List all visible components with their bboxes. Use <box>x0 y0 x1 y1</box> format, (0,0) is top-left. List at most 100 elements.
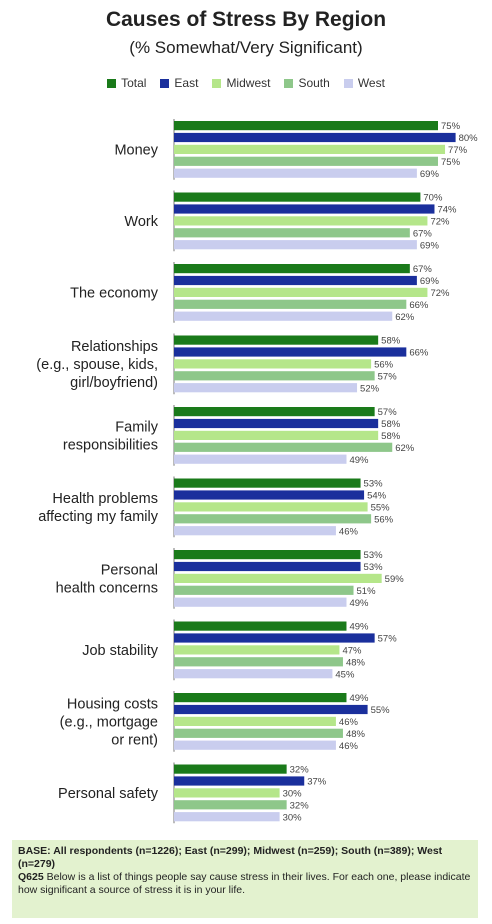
value-label: 46% <box>339 717 359 728</box>
value-label: 69% <box>420 240 440 251</box>
bar-south <box>174 728 343 738</box>
value-label: 66% <box>409 300 429 311</box>
value-label: 46% <box>339 526 359 537</box>
legend-item-midwest: Midwest <box>212 76 270 90</box>
value-label: 53% <box>364 562 384 573</box>
value-label: 59% <box>385 574 405 585</box>
value-label: 45% <box>335 669 355 680</box>
category-label: Work <box>124 214 158 230</box>
bar-midwest <box>174 359 372 369</box>
bar-midwest <box>174 216 428 226</box>
category-label-line: (e.g., mortgage <box>60 714 158 730</box>
bar-east <box>174 776 305 786</box>
footnote-question: Q625 Below is a list of things people sa… <box>18 871 472 897</box>
category-label: Health problems affecting my family <box>38 491 159 525</box>
legend-label-total: Total <box>121 76 147 90</box>
value-label: 72% <box>430 288 450 299</box>
bar-total <box>174 407 375 417</box>
value-label: 58% <box>381 419 401 430</box>
bar-midwest <box>174 716 336 726</box>
bar-east <box>174 347 407 357</box>
legend-item-total: Total <box>107 76 146 90</box>
category-label-line: health concerns <box>56 580 158 596</box>
category-label: Job stability <box>82 643 159 659</box>
category-label-line: girl/boyfriend) <box>70 375 158 391</box>
bar-south <box>174 228 410 238</box>
bar-west <box>174 311 393 321</box>
bar-south <box>174 299 407 309</box>
category-label-line: Money <box>114 142 158 158</box>
bar-total <box>174 621 347 631</box>
value-label: 75% <box>441 121 461 132</box>
category-label-line: The economy <box>70 285 159 301</box>
footnote-question-id: Q625 <box>18 871 44 883</box>
value-label: 53% <box>364 479 384 490</box>
category-label: Personal safety <box>58 786 159 802</box>
bar-west <box>174 597 347 607</box>
bar-total <box>174 550 361 560</box>
bar-total <box>174 192 421 202</box>
legend-label-midwest: Midwest <box>226 76 271 90</box>
bar-west <box>174 812 280 822</box>
category-label: Relationships (e.g., spouse, kids, girl/bo… <box>36 339 158 391</box>
value-label: 48% <box>346 657 366 668</box>
value-label: 80% <box>459 133 479 144</box>
value-label: 66% <box>409 348 429 359</box>
footnote: BASE: All respondents (n=1226); East (n=… <box>12 840 478 918</box>
bar-midwest <box>174 573 382 583</box>
category-label: Personal health concerns <box>56 562 158 596</box>
category-label-line: Personal safety <box>58 786 159 802</box>
bar-east <box>174 704 368 715</box>
legend-swatch-east <box>160 78 170 88</box>
category-label-line: Work <box>124 214 158 230</box>
value-label: 49% <box>349 455 369 466</box>
bar-south <box>174 442 393 452</box>
value-label: 51% <box>357 586 377 597</box>
bar-south <box>174 156 438 166</box>
bar-midwest <box>174 144 446 154</box>
bar-east <box>174 275 417 286</box>
bar-west <box>174 669 333 679</box>
bar-total <box>174 121 438 131</box>
bar-west <box>174 454 347 464</box>
value-label: 58% <box>381 336 401 347</box>
value-label: 53% <box>364 550 384 561</box>
value-label: 47% <box>342 646 362 657</box>
legend: Total East Midwest South West <box>0 76 492 90</box>
bar-total <box>174 693 347 703</box>
bar-west <box>174 168 417 178</box>
bar-west <box>174 740 336 750</box>
value-label: 69% <box>420 169 440 180</box>
value-label: 30% <box>283 812 303 823</box>
bar-south <box>174 371 375 381</box>
legend-label-west: West <box>357 76 385 90</box>
value-label: 49% <box>349 693 369 704</box>
category-label: Housing costs (e.g., mortgage or rent) <box>60 696 158 748</box>
bar-chart: Money75%80%77%75%69%Work70%74%72%67%69%T… <box>36 119 479 824</box>
value-label: 57% <box>378 371 398 382</box>
bar-south <box>174 514 372 524</box>
bar-east <box>174 561 361 572</box>
value-label: 54% <box>367 491 387 502</box>
value-label: 62% <box>395 312 415 323</box>
category-label: Money <box>114 142 158 158</box>
bar-west <box>174 240 417 250</box>
value-label: 46% <box>339 741 359 752</box>
chart-title: Causes of Stress By Region <box>105 8 387 31</box>
legend-swatch-west <box>343 78 353 88</box>
bar-west <box>174 526 336 536</box>
category-label-line: affecting my family <box>38 509 159 525</box>
value-label: 48% <box>346 729 366 740</box>
value-label: 77% <box>448 145 468 156</box>
bar-east <box>174 490 365 500</box>
legend-item-south: South <box>284 76 330 90</box>
bar-east <box>174 132 456 143</box>
value-label: 69% <box>420 276 440 287</box>
value-label: 58% <box>381 431 401 442</box>
bar-west <box>174 383 358 393</box>
category-label-line: Job stability <box>82 643 159 659</box>
value-label: 67% <box>413 228 433 239</box>
value-label: 37% <box>307 777 327 788</box>
bar-east <box>174 633 375 643</box>
bar-midwest <box>174 645 340 655</box>
